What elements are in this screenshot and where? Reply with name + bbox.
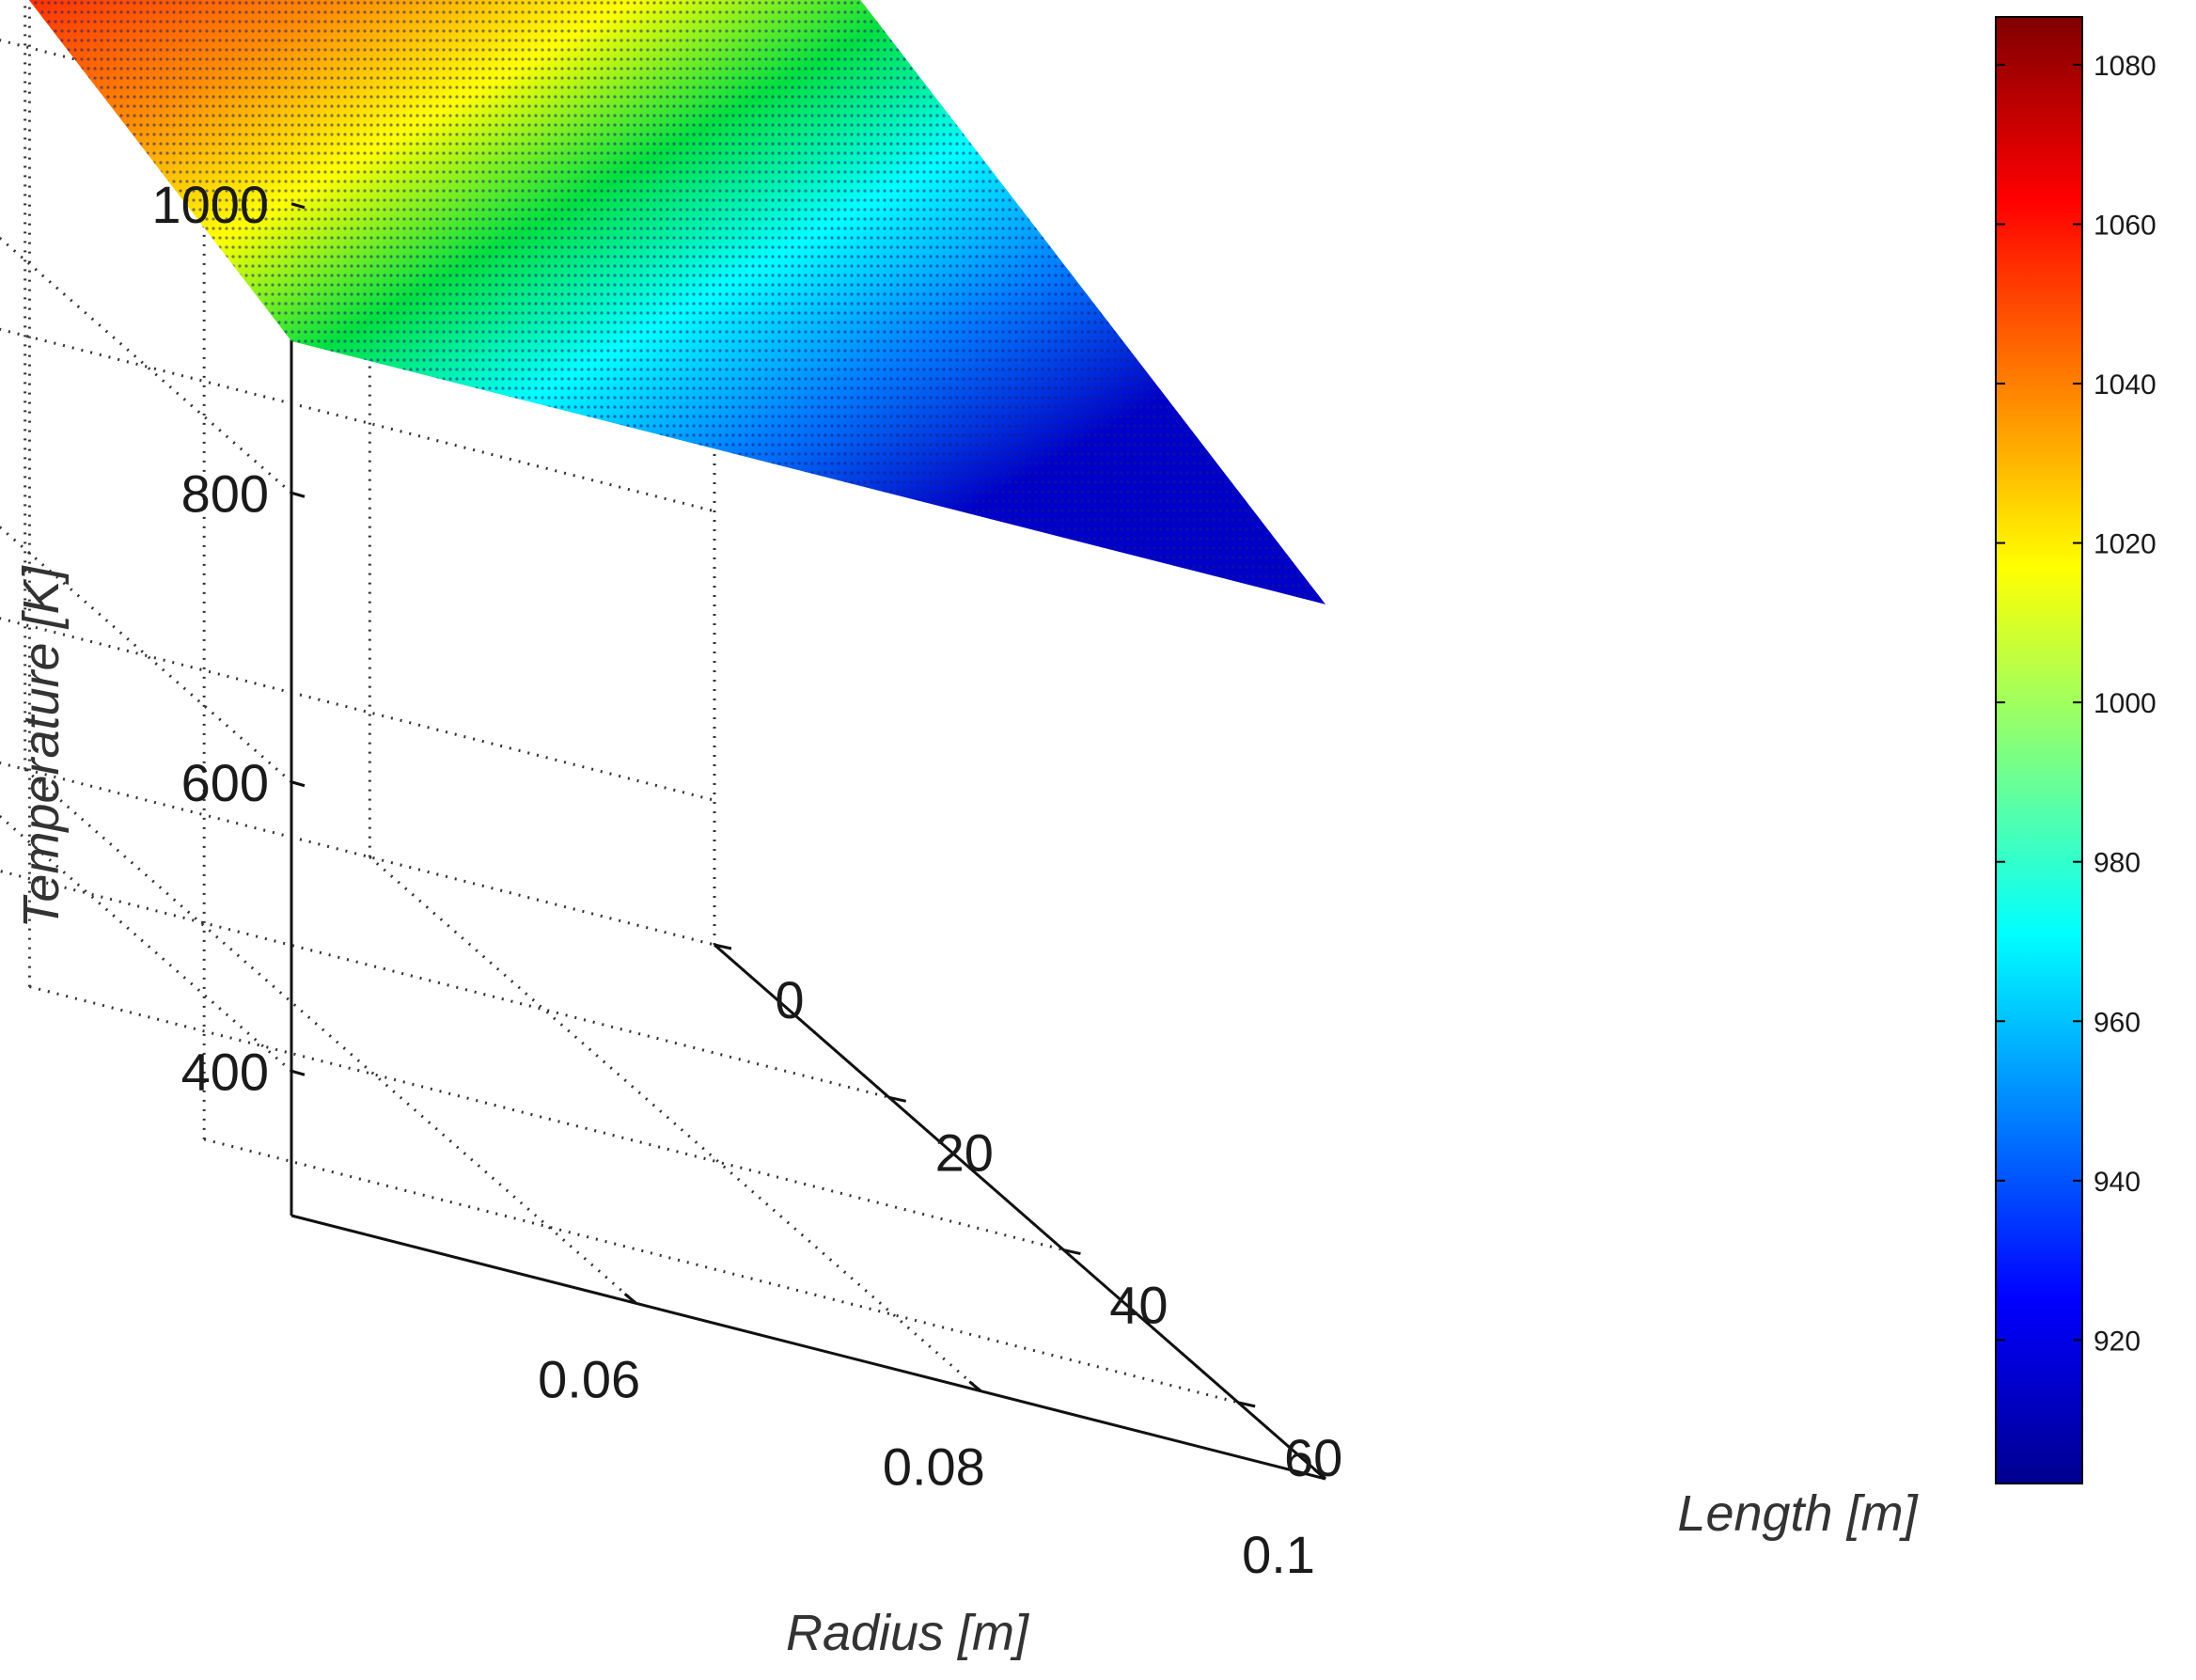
colorbar-tick-label: 1080 [2094, 51, 2157, 82]
colorbar-tick-label: 1060 [2094, 210, 2157, 241]
colorbar-tick-label: 940 [2094, 1167, 2141, 1198]
colorbar-gradient [1995, 16, 2083, 1484]
x-tick-label: 0.1 [1242, 1525, 1315, 1584]
colorbar-tick-label: 920 [2094, 1326, 2141, 1357]
z-tick-label: 400 [181, 1042, 269, 1101]
z-tick-label: 800 [181, 463, 269, 523]
colorbar: 920 940 960 980 1000 1020 1040 1060 1080 [1995, 16, 2157, 1484]
surface-mesh-points [28, 0, 1325, 604]
colorbar-tick-label: 1020 [2094, 529, 2157, 560]
x-tick-label: 0.06 [538, 1349, 640, 1408]
y-tick-label: 60 [1284, 1428, 1342, 1487]
colorbar-tick-label: 1040 [2094, 369, 2157, 400]
temperature-surface [28, 0, 1325, 604]
x-tick-label: 0.08 [883, 1437, 985, 1497]
y-tick-label: 40 [1109, 1276, 1168, 1335]
colorbar-tick-label: 960 [2094, 1007, 2141, 1038]
z-axis-label: Temperature [K] [13, 564, 70, 928]
x-axis-label: Radius [m] [786, 1605, 1030, 1661]
colorbar-tick-label: 980 [2094, 848, 2141, 879]
y-tick-label: 20 [935, 1123, 994, 1182]
z-tick-label: 600 [181, 753, 269, 812]
y-axis-label: Length [m] [1677, 1485, 1919, 1542]
y-tick-label: 0 [775, 970, 804, 1029]
colorbar-tick-label: 1000 [2094, 688, 2157, 719]
tick-labels: 400 600 800 1000 0.06 0.08 0.1 0 20 40 60 [151, 175, 1342, 1584]
z-tick-label: 1000 [151, 175, 269, 234]
